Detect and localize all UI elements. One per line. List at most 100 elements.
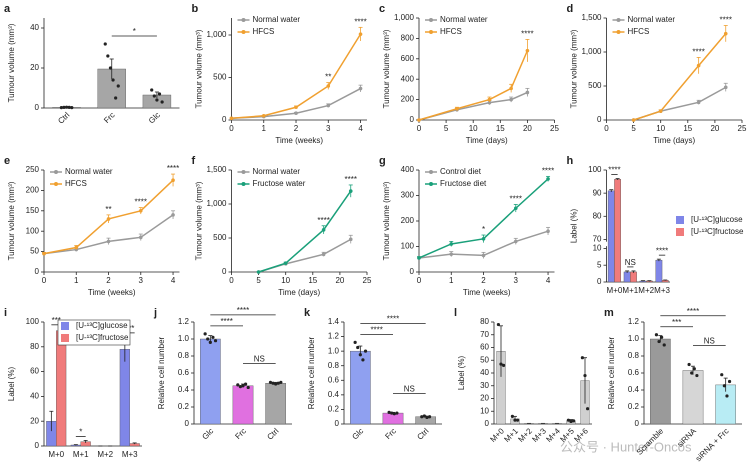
panel-letter: b bbox=[192, 3, 199, 15]
x-tick-label: 2 bbox=[481, 276, 486, 285]
significance: ** bbox=[105, 205, 111, 214]
y-axis-label: Label (%) bbox=[570, 209, 579, 244]
legend-swatch bbox=[61, 322, 69, 330]
legend-label: HFCS bbox=[253, 27, 275, 36]
x-axis-label: Time (days) bbox=[653, 136, 695, 145]
legend-label: Fructose diet bbox=[440, 179, 487, 188]
y-tick-label: 1.0 bbox=[328, 346, 340, 355]
significance: ** bbox=[325, 73, 331, 82]
data-point bbox=[499, 362, 503, 366]
data-point bbox=[358, 353, 362, 357]
data-point bbox=[116, 84, 120, 88]
y-tick-label: 0 bbox=[335, 419, 340, 428]
x-tick-label: Frc bbox=[383, 427, 398, 442]
data-point bbox=[348, 189, 353, 193]
significance: *** bbox=[672, 318, 681, 327]
panel-letter: h bbox=[567, 155, 574, 167]
x-tick-label: M+3 bbox=[654, 286, 670, 295]
data-point bbox=[236, 383, 240, 387]
y-tick-label: 60 bbox=[480, 343, 489, 352]
y-tick-label: 80 bbox=[593, 211, 602, 220]
x-axis-label: Time (days) bbox=[466, 136, 508, 145]
y-tick-label: 10 bbox=[480, 406, 489, 415]
data-point bbox=[722, 384, 726, 388]
legend-label: Control diet bbox=[440, 167, 482, 176]
panel-letter: l bbox=[454, 307, 457, 319]
data-point bbox=[569, 419, 573, 424]
significance: **** bbox=[510, 195, 522, 204]
data-point bbox=[326, 103, 331, 108]
panel-letter: c bbox=[379, 3, 385, 15]
y-tick-label: 0 bbox=[597, 277, 602, 286]
data-point bbox=[392, 412, 396, 416]
legend-label: Fructose water bbox=[253, 179, 306, 188]
panel-letter: a bbox=[4, 3, 11, 15]
data-point bbox=[271, 381, 275, 385]
y-tick-label: 0 bbox=[410, 115, 415, 124]
significance: NS bbox=[625, 258, 636, 267]
significance: **** bbox=[220, 317, 232, 326]
data-point bbox=[481, 237, 486, 241]
data-point bbox=[657, 339, 661, 344]
bar bbox=[630, 271, 637, 283]
data-point bbox=[268, 380, 273, 384]
bar bbox=[265, 383, 286, 425]
data-point bbox=[658, 109, 663, 113]
data-point bbox=[171, 178, 175, 182]
data-point bbox=[321, 252, 326, 257]
x-tick-label: 5 bbox=[444, 124, 449, 133]
x-tick-label: 0 bbox=[229, 276, 234, 285]
significance: **** bbox=[167, 164, 179, 173]
data-point bbox=[108, 66, 113, 70]
y-tick-label: 70 bbox=[593, 235, 602, 244]
data-point bbox=[348, 237, 353, 242]
y-tick-label: 40 bbox=[30, 23, 39, 32]
data-point bbox=[283, 261, 288, 265]
data-point bbox=[395, 411, 399, 415]
bar bbox=[232, 385, 254, 425]
data-point bbox=[525, 90, 530, 95]
panel: c Tumour volume (mm³) 0 200 400 600 800 1,000 0 5… bbox=[379, 3, 559, 145]
data-point bbox=[690, 371, 694, 375]
bar bbox=[200, 338, 221, 425]
data-point bbox=[572, 419, 576, 423]
y-tick-label: 20 bbox=[30, 416, 39, 425]
x-tick-label: 10 bbox=[281, 276, 290, 285]
data-point bbox=[358, 32, 363, 36]
data-point bbox=[42, 251, 46, 256]
panel: a Tumour volume (mm³) 0 20 40 Ctrl Frc Glc * bbox=[4, 3, 180, 126]
y-tick-label: 90 bbox=[593, 188, 602, 197]
y-tick-label: 500 bbox=[213, 73, 227, 82]
legend-dot bbox=[241, 18, 246, 22]
data-point bbox=[353, 340, 357, 344]
x-tick-label: M+2 bbox=[97, 450, 113, 459]
x-tick-label: 15 bbox=[683, 124, 692, 133]
x-tick-label: 4 bbox=[358, 124, 363, 133]
y-tick-label: 0.6 bbox=[328, 375, 340, 384]
x-tick-label: 25 bbox=[738, 124, 747, 133]
legend-dot bbox=[54, 170, 58, 174]
data-point bbox=[696, 100, 701, 105]
data-point bbox=[723, 31, 728, 36]
significance: NS bbox=[404, 384, 415, 393]
y-axis-label: Tumour volume (mm³) bbox=[382, 29, 391, 108]
y-tick-label: 150 bbox=[26, 206, 40, 215]
y-tick-label: 100 bbox=[26, 226, 40, 235]
y-tick-label: 0.6 bbox=[178, 368, 190, 377]
x-axis-label: Time (days) bbox=[278, 288, 320, 297]
legend-dot bbox=[616, 30, 621, 34]
data-point bbox=[420, 415, 424, 419]
y-tick-label: 800 bbox=[401, 34, 415, 43]
y-axis-label: Tumour volume (mm³) bbox=[570, 29, 579, 108]
data-point bbox=[206, 337, 210, 341]
x-tick-label: 15 bbox=[308, 276, 317, 285]
data-point bbox=[203, 332, 207, 336]
y-tick-label: 1,000 bbox=[394, 13, 415, 22]
data-point bbox=[279, 380, 283, 384]
panel: f Tumour volume (mm³) 0 500 1,000 1,500 0 5 10 15… bbox=[192, 155, 372, 297]
legend-swatch bbox=[676, 228, 684, 236]
data-point bbox=[695, 373, 699, 378]
data-point bbox=[487, 100, 492, 105]
